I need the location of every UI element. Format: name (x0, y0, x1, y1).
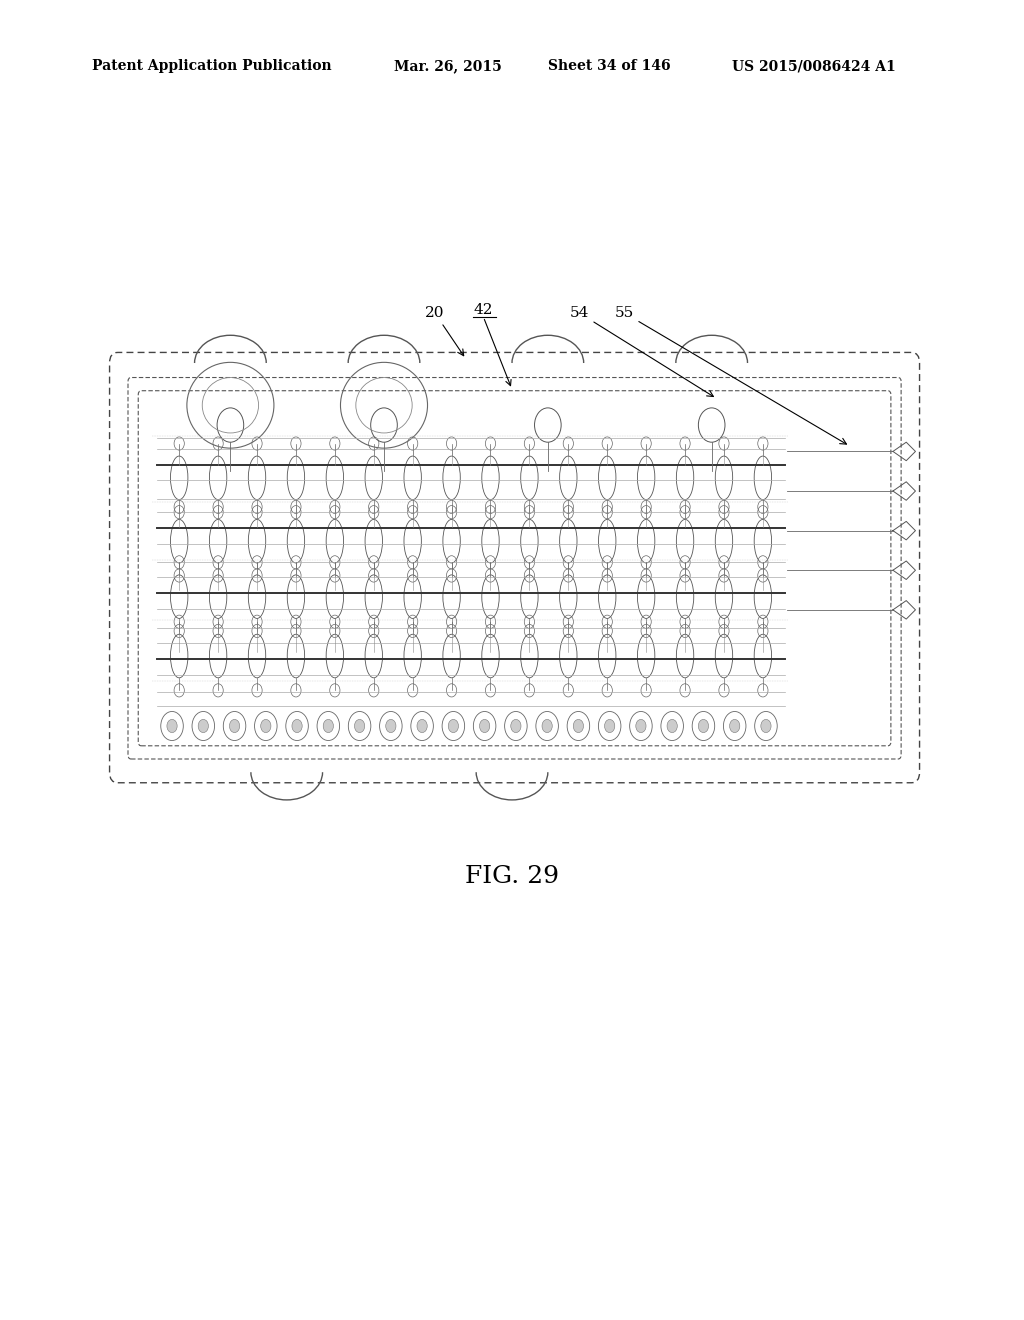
Text: 20: 20 (425, 306, 464, 355)
Text: Sheet 34 of 146: Sheet 34 of 146 (548, 59, 671, 74)
Circle shape (292, 719, 302, 733)
Circle shape (261, 719, 271, 733)
Circle shape (199, 719, 209, 733)
Circle shape (698, 719, 709, 733)
Text: US 2015/0086424 A1: US 2015/0086424 A1 (732, 59, 896, 74)
Circle shape (324, 719, 334, 733)
Text: 55: 55 (614, 306, 847, 444)
Circle shape (573, 719, 584, 733)
Circle shape (386, 719, 396, 733)
Circle shape (761, 719, 771, 733)
Circle shape (636, 719, 646, 733)
Circle shape (479, 719, 489, 733)
Circle shape (729, 719, 739, 733)
Text: 42: 42 (473, 302, 493, 317)
Text: Patent Application Publication: Patent Application Publication (92, 59, 332, 74)
Text: 54: 54 (569, 306, 714, 396)
Circle shape (542, 719, 552, 733)
Circle shape (417, 719, 427, 733)
Circle shape (354, 719, 365, 733)
Circle shape (167, 719, 177, 733)
Text: FIG. 29: FIG. 29 (465, 865, 559, 887)
Circle shape (229, 719, 240, 733)
Circle shape (449, 719, 459, 733)
Circle shape (667, 719, 677, 733)
Circle shape (604, 719, 614, 733)
Circle shape (511, 719, 521, 733)
Text: Mar. 26, 2015: Mar. 26, 2015 (394, 59, 502, 74)
